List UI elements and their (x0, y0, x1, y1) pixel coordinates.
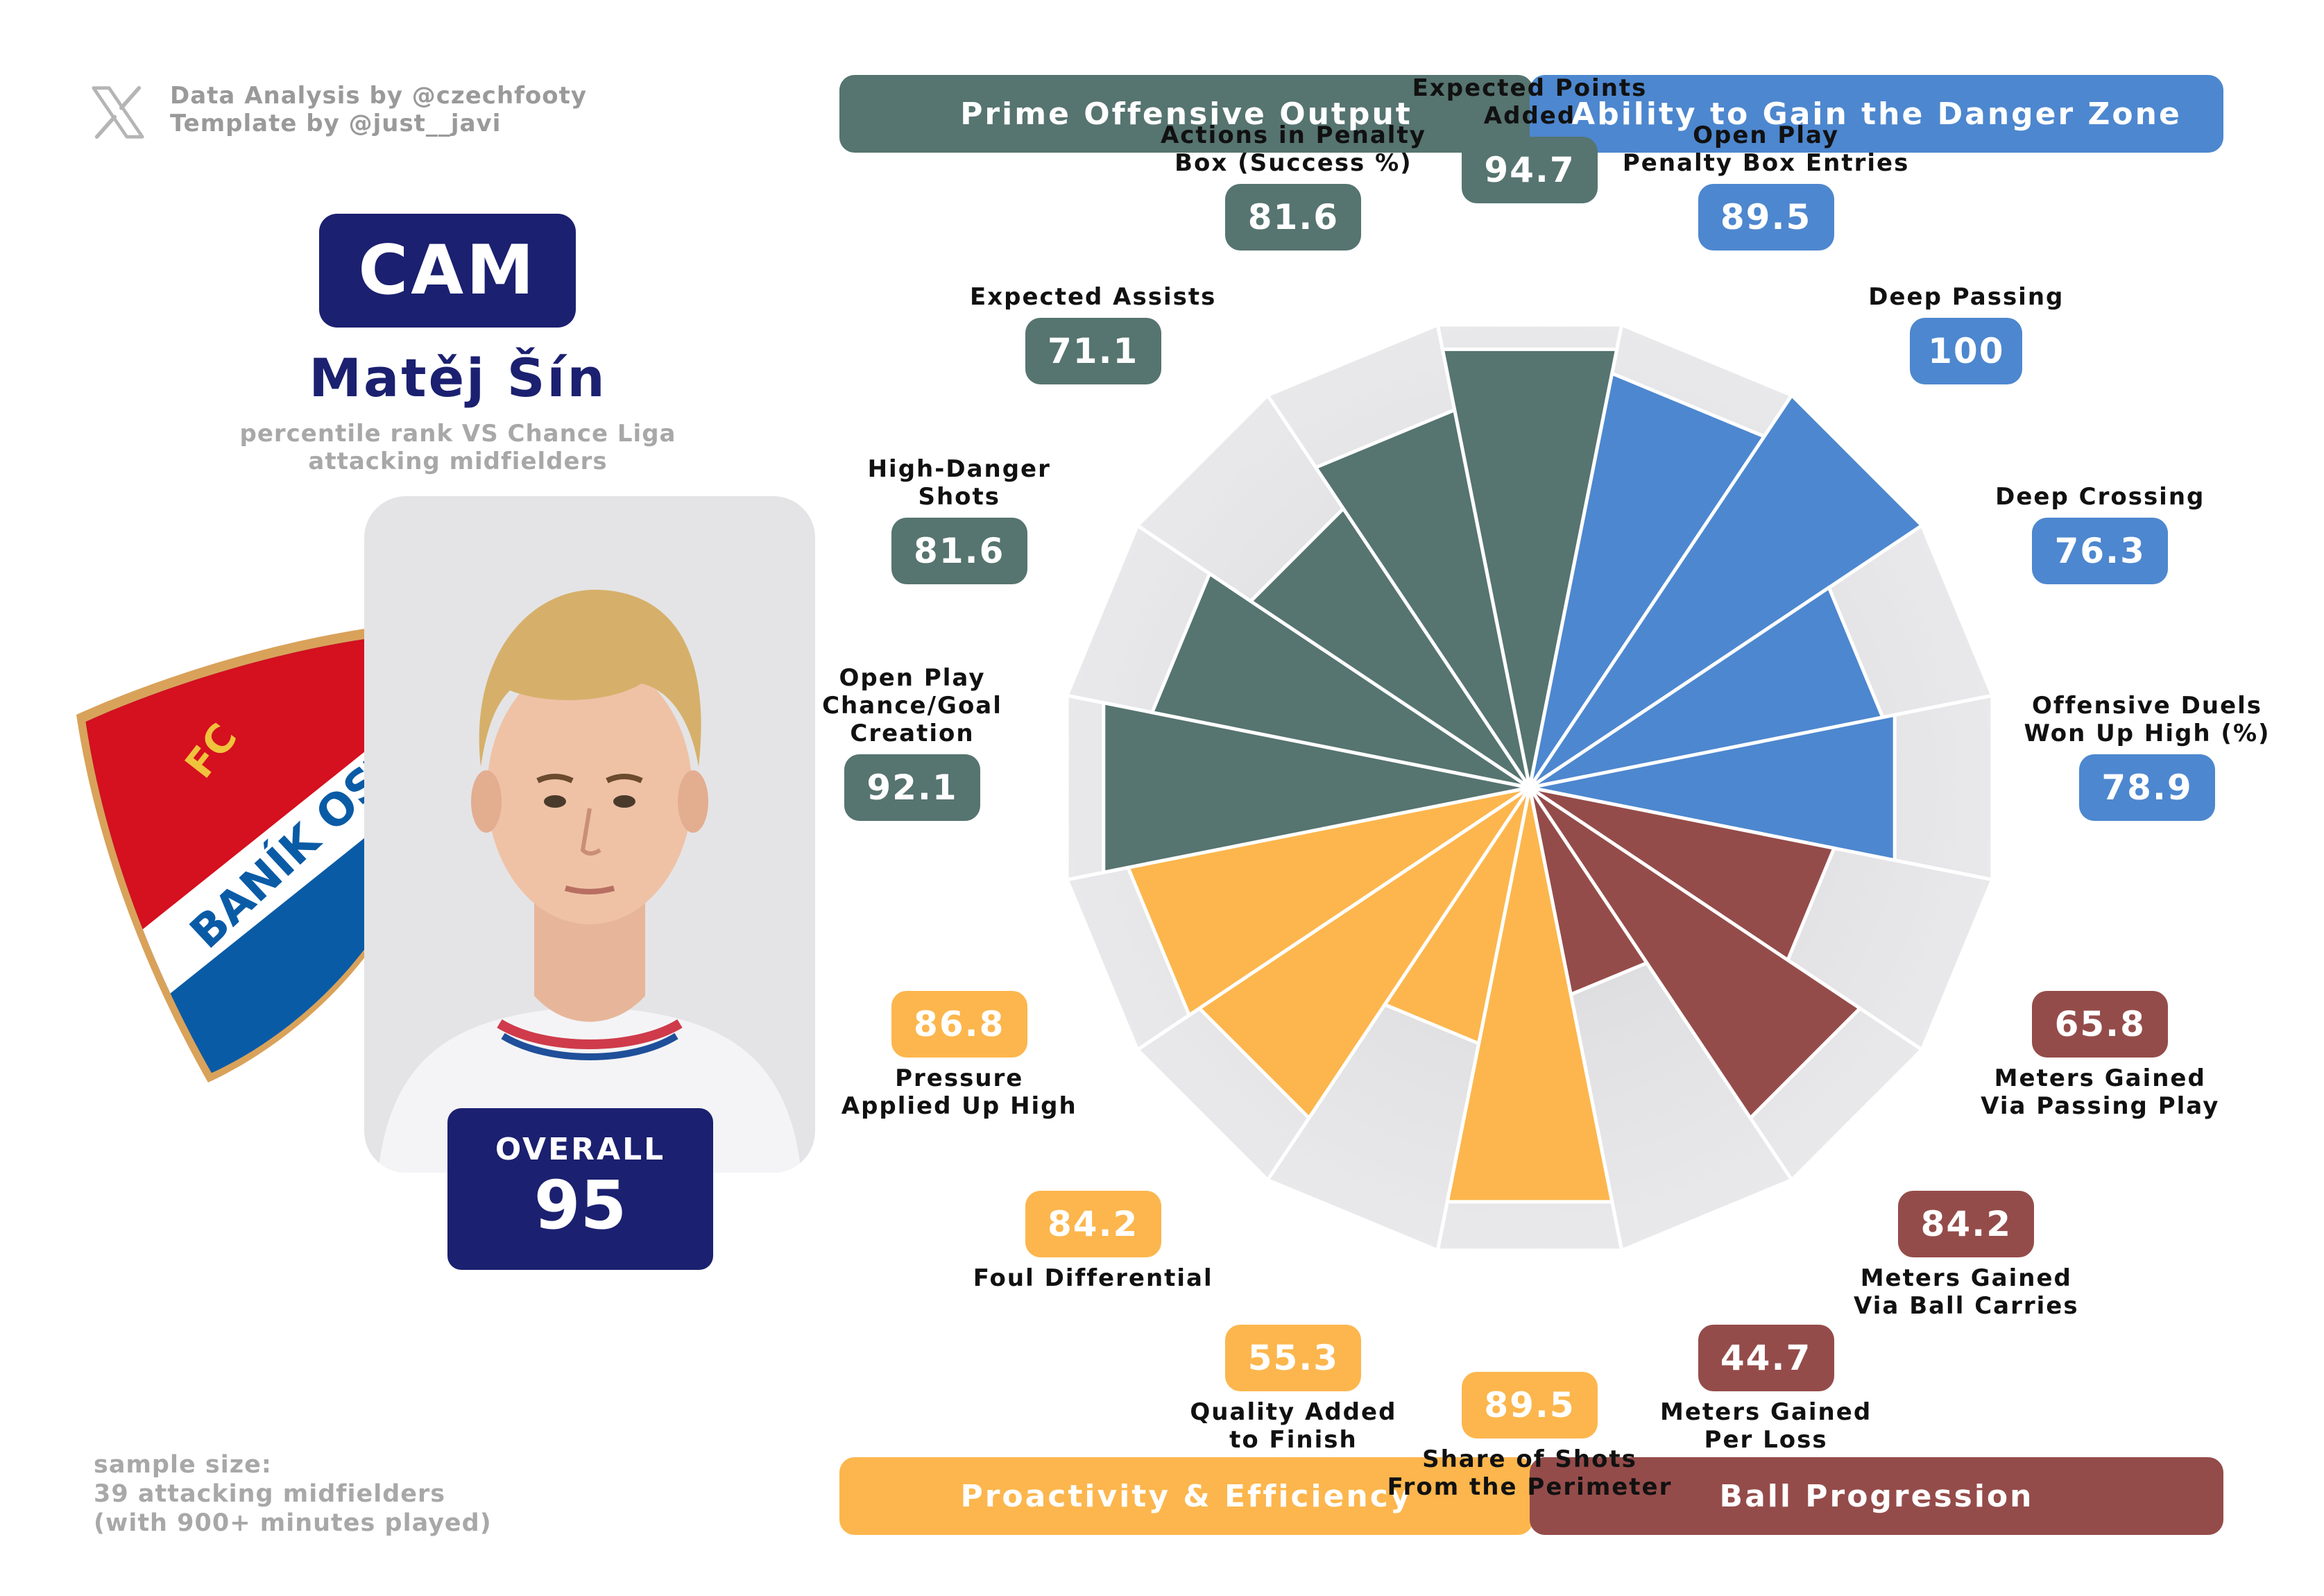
player-subtitle: percentile rank VS Chance Liga attacking… (208, 420, 708, 475)
metric-label-line: Shots (918, 483, 1000, 511)
metric-value-badge: 100 (1910, 317, 2023, 384)
overall-value: 95 (533, 1166, 627, 1244)
metric-value-badge: 81.6 (891, 518, 1027, 585)
category-ball-progression: Ball Progression (1530, 1457, 2223, 1535)
sample-line-3: (with 900+ minutes played) (94, 1509, 492, 1537)
chart-center (1527, 785, 1532, 790)
metric-label-line: Applied Up High (841, 1092, 1077, 1120)
metric-label: Expected Points Added (1412, 74, 1648, 130)
overall-label: OVERALL (495, 1132, 666, 1167)
x-logo-icon (92, 86, 144, 139)
metric-value-badge: 44.7 (1698, 1325, 1834, 1392)
sample-line-2: 39 attacking midfielders (94, 1480, 446, 1508)
metric-label: Meters Gained Via Passing Play (1981, 1064, 2219, 1120)
metric-label-line: Via Passing Play (1981, 1092, 2220, 1120)
metric-label-line: Box (Success %) (1174, 148, 1412, 177)
metric-value-badge: 86.8 (891, 990, 1027, 1058)
metric-label-line: Won Up High (%) (2024, 720, 2271, 747)
metric-value-badge: 84.2 (1898, 1191, 2035, 1258)
metric-label-line: Penalty Box Entries (1622, 148, 1910, 177)
metric-label-line: Quality Added (1190, 1398, 1397, 1427)
player-name: Matěj Šín (309, 347, 607, 409)
metric-value-badge: 89.5 (1462, 1372, 1598, 1438)
metric-label-line: Share of Shots (1422, 1445, 1637, 1473)
metric-label-line: High-Danger (867, 455, 1051, 484)
metric-label-line: Pressure (895, 1064, 1024, 1092)
metric-label: Pressure Applied Up High (841, 1064, 1077, 1120)
credits: Data Analysis by @czechfooty Template by… (170, 82, 587, 137)
metric-label-line: Expected Points (1412, 74, 1648, 102)
metric-label: Share of Shots From the Perimeter (1387, 1445, 1673, 1501)
metric-label-line: Deep Crossing (1995, 483, 2205, 511)
metric-label-line: Added (1483, 102, 1576, 130)
credit-analysis: Data Analysis by @czechfooty (170, 82, 588, 110)
metric-label-line: Actions in Penalty (1160, 121, 1426, 149)
metric-label: High-Danger Shots (868, 455, 1051, 511)
metric-value-badge: 71.1 (1025, 317, 1161, 384)
sample-line-1: sample size: (94, 1451, 272, 1479)
metric-label-line: Via Ball Carries (1854, 1292, 2079, 1321)
category-proactivity-efficiency: Proactivity & Efficiency (839, 1457, 1533, 1535)
position-badge: CAM (319, 214, 576, 328)
metric-label-line: From the Perimeter (1387, 1473, 1673, 1501)
metric-label-line: Open Play (1693, 121, 1840, 149)
metric-value-badge: 55.3 (1225, 1325, 1362, 1392)
metric-value-badge: 76.3 (2032, 518, 2169, 585)
metric-label-line: Deep Passing (1868, 282, 2065, 311)
metric-label-line: Meters Gained (1994, 1064, 2206, 1092)
subtitle-line-2: attacking midfielders (308, 448, 608, 475)
category-danger-zone: Ability to Gain the Danger Zone (1530, 75, 2223, 153)
metric-label-line: Creation (850, 720, 975, 747)
metric-label: Foul Differential (973, 1264, 1213, 1292)
metric-label: Offensive Duels Won Up High (%) (2024, 692, 2270, 747)
metric-value-badge: 78.9 (2079, 754, 2215, 821)
metric-value-badge: 81.6 (1225, 183, 1362, 251)
metric-label-line: Foul Differential (973, 1264, 1213, 1293)
category-prime-offensive-output: Prime Offensive Output (839, 75, 1533, 153)
metric-label-line: Meters Gained (1660, 1398, 1872, 1427)
metric-label: Deep Crossing (1995, 483, 2205, 511)
metric-label: Open Play Penalty Box Entries (1623, 121, 1909, 177)
metric-label: Deep Passing (1868, 283, 2064, 311)
sample-size-note: sample size: 39 attacking midfielders (w… (94, 1450, 492, 1538)
metric-label-line: Offensive Duels (2031, 692, 2263, 720)
metric-label-line: Open Play (839, 664, 986, 692)
metric-label: Expected Assists (970, 283, 1216, 311)
metric-label: Open Play Chance/Goal Creation (822, 664, 1002, 747)
metric-value-badge: 84.2 (1025, 1191, 1161, 1258)
metric-label-line: Per Loss (1704, 1426, 1828, 1454)
metric-label-line: Chance/Goal (822, 692, 1002, 720)
metric-value-badge: 94.7 (1462, 137, 1598, 203)
metric-value-badge: 89.5 (1698, 183, 1834, 251)
metric-label-line: to Finish (1229, 1426, 1358, 1454)
metric-label: Meters Gained Per Loss (1660, 1398, 1872, 1454)
metric-label: Actions in Penalty Box (Success %) (1161, 121, 1426, 177)
credit-template: Template by @just__javi (170, 110, 502, 137)
metric-bar (1313, 407, 1532, 789)
metric-label-line: Meters Gained (1860, 1264, 2072, 1293)
metric-value-badge: 92.1 (844, 754, 980, 821)
metric-label: Meters Gained Via Ball Carries (1854, 1264, 2079, 1320)
metric-label-line: Expected Assists (969, 282, 1217, 311)
overall-rating-box: OVERALL 95 (447, 1108, 713, 1270)
subtitle-line-1: percentile rank VS Chance Liga (239, 420, 676, 448)
metric-label: Quality Added to Finish (1190, 1398, 1396, 1454)
metric-value-badge: 65.8 (2032, 990, 2169, 1058)
